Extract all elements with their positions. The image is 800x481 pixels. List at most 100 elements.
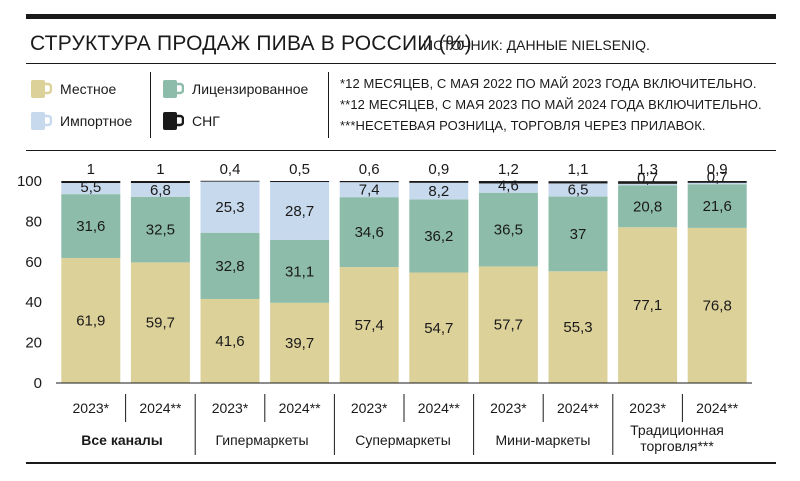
legend-item-local: Местное xyxy=(30,78,116,100)
bar-segment-cis xyxy=(409,181,469,183)
x-tick-label: 2023* xyxy=(212,400,249,416)
data-label-licensed: 34,6 xyxy=(355,224,384,241)
data-label-licensed: 36,2 xyxy=(424,228,453,245)
data-label-cis: 1 xyxy=(87,161,95,178)
x-tick-label: 2023* xyxy=(629,400,666,416)
group-label-all: Все каналы xyxy=(81,432,163,448)
chart-source: ИСТОЧНИК: ДАННЫЕ NIELSENIQ. xyxy=(423,37,650,53)
legend-label-import: Импортное xyxy=(60,113,133,129)
bar-segment-import xyxy=(687,182,747,185)
data-label-licensed: 31,1 xyxy=(285,263,314,280)
mug-import-icon xyxy=(31,112,52,130)
data-label-local: 76,8 xyxy=(703,297,732,314)
bar-segment-licensed xyxy=(270,239,330,303)
bar-segment-licensed xyxy=(339,197,399,268)
bar-segment-local xyxy=(687,227,747,383)
data-label-import: 0,7 xyxy=(637,170,658,187)
data-label-licensed: 37 xyxy=(570,226,587,243)
data-label-licensed: 31,6 xyxy=(76,218,105,235)
data-label-cis: 0,9 xyxy=(428,161,449,178)
bar-segment-licensed xyxy=(409,199,469,273)
footnote-2: **12 МЕСЯЦЕВ, С МАЯ 2023 ПО МАЙ 2024 ГОД… xyxy=(340,97,762,112)
data-label-local: 57,4 xyxy=(355,317,384,334)
mug-cis-icon xyxy=(163,112,184,130)
bar-segment-licensed xyxy=(130,196,190,263)
x-tick-label: 2024** xyxy=(418,400,461,416)
data-label-import: 5,5 xyxy=(80,179,101,196)
bar-segment-import xyxy=(548,183,608,197)
bar-segment-local xyxy=(339,267,399,383)
x-tick-label: 2023* xyxy=(73,400,110,416)
bar-segment-licensed xyxy=(200,232,260,299)
y-tick-label: 0 xyxy=(34,375,42,392)
bar-segment-licensed xyxy=(478,192,538,267)
legend-item-import: Импортное xyxy=(30,110,132,132)
bar-segment-cis xyxy=(200,180,260,182)
group-label-super: Супермаркеты xyxy=(355,432,451,448)
group-label-mini: Мини-маркеты xyxy=(495,432,591,448)
legend-divider xyxy=(150,72,151,138)
data-label-licensed: 36,5 xyxy=(494,222,523,239)
data-label-licensed: 20,8 xyxy=(633,198,662,215)
data-label-local: 39,7 xyxy=(285,335,314,352)
title-divider xyxy=(26,63,776,64)
bar-segment-import xyxy=(270,182,330,240)
data-label-import: 25,3 xyxy=(215,199,244,216)
data-label-cis: 1,1 xyxy=(568,161,589,178)
chart-title: СТРУКТУРА ПРОДАЖ ПИВА В РОССИИ (%) xyxy=(30,32,472,55)
bar-segment-local xyxy=(270,302,330,383)
bar-segment-local xyxy=(409,272,469,383)
bar-segment-import xyxy=(618,183,678,186)
bar-segment-licensed xyxy=(61,194,121,258)
bar-segment-local xyxy=(200,298,260,383)
data-label-cis: 1 xyxy=(156,161,164,178)
bar-segment-cis xyxy=(478,181,538,184)
data-label-import: 6,5 xyxy=(568,182,589,199)
legend-label-licensed: Лицензированное xyxy=(192,81,309,97)
data-label-cis: 0,9 xyxy=(707,161,728,178)
x-tick-label: 2023* xyxy=(351,400,388,416)
bar-segment-licensed xyxy=(548,196,608,272)
group-label-traditional: Традиционная торговля*** xyxy=(630,422,724,454)
data-label-local: 57,7 xyxy=(494,317,523,334)
data-label-local: 41,6 xyxy=(215,333,244,350)
data-label-cis: 1,3 xyxy=(637,161,658,178)
notes-divider xyxy=(328,72,329,138)
bar-segment-local xyxy=(61,257,121,383)
bar-segment-cis xyxy=(548,181,608,184)
data-label-local: 55,3 xyxy=(563,319,592,336)
footnote-1: *12 МЕСЯЦЕВ, С МАЯ 2022 ПО МАЙ 2023 ГОДА… xyxy=(340,76,757,91)
footnote-3: ***НЕСЕТЕВАЯ РОЗНИЦА, ТОРГОВЛЯ ЧЕРЕЗ ПРИ… xyxy=(340,118,706,133)
bar-segment-import xyxy=(409,182,469,200)
data-label-import: 8,2 xyxy=(428,183,449,200)
mug-local-icon xyxy=(31,80,52,98)
bar-segment-cis xyxy=(687,181,747,183)
data-label-import: 28,7 xyxy=(285,203,314,220)
bar-segment-cis xyxy=(61,181,121,184)
bar-segment-import xyxy=(339,182,399,198)
bar-segment-cis xyxy=(618,181,678,184)
bar-segment-cis xyxy=(270,181,330,183)
data-label-cis: 0,5 xyxy=(289,161,310,178)
group-label-hyper: Гипермаркеты xyxy=(215,432,309,448)
data-label-licensed: 32,8 xyxy=(215,258,244,275)
y-tick-label: 80 xyxy=(25,213,42,230)
x-tick-label: 2024** xyxy=(279,400,322,416)
bar-segment-local xyxy=(618,227,678,383)
x-tick-label: 2024** xyxy=(696,400,739,416)
x-tick-label: 2024** xyxy=(139,400,182,416)
bar-segment-import xyxy=(61,183,121,195)
bar-segment-local xyxy=(478,266,538,383)
y-tick-label: 60 xyxy=(25,254,42,271)
bar-segment-licensed xyxy=(687,184,747,228)
y-tick-label: 20 xyxy=(25,335,42,352)
x-tick-label: 2023* xyxy=(490,400,527,416)
data-label-cis: 1,2 xyxy=(498,161,519,178)
data-label-licensed: 21,6 xyxy=(703,198,732,215)
data-label-local: 54,7 xyxy=(424,320,453,337)
bar-segment-import xyxy=(478,183,538,193)
data-label-import: 0,7 xyxy=(707,169,728,186)
data-label-import: 4,6 xyxy=(498,178,519,195)
legend-label-cis: СНГ xyxy=(192,113,220,129)
